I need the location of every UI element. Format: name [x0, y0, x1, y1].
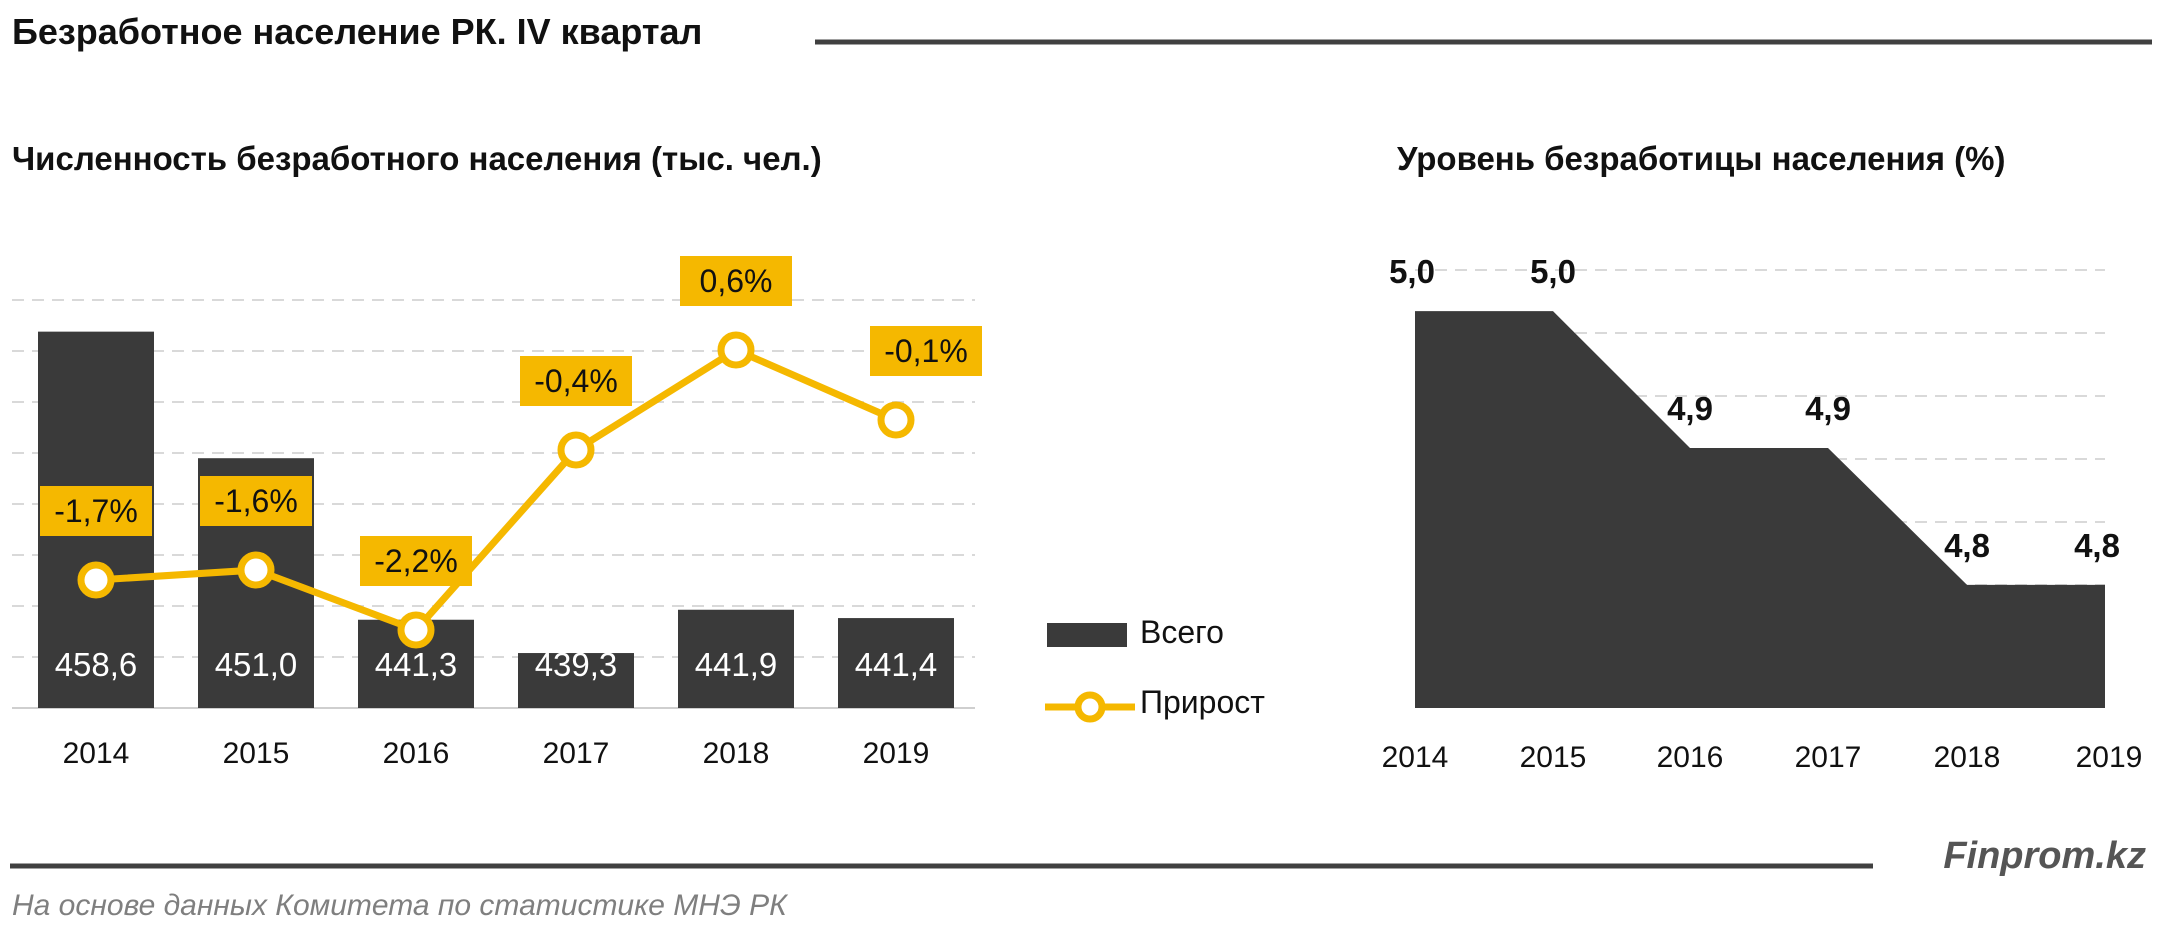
growth-label-box — [40, 486, 152, 536]
page-title: Безработное население РК. IV квартал — [12, 11, 702, 52]
growth-label: -0,1% — [884, 333, 968, 369]
x-tick-label: 2017 — [1795, 741, 1862, 774]
left-chart-growth-line: -1,7% -1,6% -2,2% -0,4% 0,6% -0,1% — [40, 256, 982, 649]
bar-2018 — [678, 609, 794, 708]
growth-label: 0,6% — [700, 263, 773, 299]
left-chart-title: Численность безработного населения (тыс.… — [12, 140, 822, 177]
x-tick-label: 2014 — [63, 737, 130, 770]
x-tick-label: 2015 — [223, 737, 290, 770]
area-value-label: 4,8 — [1944, 527, 1990, 564]
growth-label-box — [680, 256, 792, 306]
bar-2019 — [838, 618, 954, 708]
growth-marker-2016 — [397, 611, 435, 649]
growth-marker-2015 — [237, 551, 275, 589]
bar-value-label: 441,4 — [855, 646, 938, 683]
bar-value-label: 458,6 — [55, 646, 138, 683]
brand-logo: Finprom.kz — [1943, 835, 2146, 877]
growth-label-box — [200, 476, 312, 526]
x-tick-label: 2016 — [1657, 741, 1724, 774]
area-value-label: 5,0 — [1389, 253, 1435, 290]
growth-label-box — [520, 356, 632, 406]
left-chart-x-axis: 2014 2015 2016 2017 2018 2019 — [63, 737, 930, 770]
x-tick-label: 2018 — [703, 737, 770, 770]
legend-swatch-total — [1047, 623, 1127, 647]
bar-value-label: 441,9 — [695, 646, 778, 683]
growth-label: -1,6% — [214, 483, 298, 519]
area-value-label: 5,0 — [1530, 253, 1576, 290]
area-value-label: 4,9 — [1667, 390, 1713, 427]
bar-value-label: 451,0 — [215, 646, 298, 683]
bar-value-label: 441,3 — [375, 646, 458, 683]
growth-marker-2017 — [557, 431, 595, 469]
legend-label-growth: Прирост — [1140, 684, 1265, 720]
x-tick-label: 2019 — [2076, 741, 2143, 774]
bar-2017 — [518, 653, 634, 708]
x-tick-label: 2014 — [1382, 741, 1449, 774]
unemployment-rate-area — [1415, 311, 2105, 708]
left-chart-gridlines — [12, 299, 975, 709]
growth-marker-2019 — [877, 401, 915, 439]
right-chart-x-axis: 2014 2015 2016 2017 2018 2019 — [1382, 741, 2143, 774]
growth-label-box — [870, 326, 982, 376]
source-note: На основе данных Комитета по статистике … — [12, 889, 789, 922]
left-chart-legend: Всего Прирост — [1045, 614, 1265, 723]
growth-label: -0,4% — [534, 363, 618, 399]
right-chart-title: Уровень безработицы населения (%) — [1397, 140, 2005, 177]
x-tick-label: 2016 — [383, 737, 450, 770]
growth-label: -2,2% — [374, 543, 458, 579]
growth-label: -1,7% — [54, 493, 138, 529]
legend-label-total: Всего — [1140, 614, 1224, 650]
x-tick-label: 2017 — [543, 737, 610, 770]
area-value-label: 4,8 — [2074, 527, 2120, 564]
x-tick-label: 2019 — [863, 737, 930, 770]
right-chart-area: 5,0 5,0 4,9 4,9 4,8 4,8 — [1389, 253, 2120, 708]
growth-marker-2018 — [717, 331, 755, 369]
growth-label-box — [360, 536, 472, 586]
area-value-label: 4,9 — [1805, 390, 1851, 427]
growth-marker-2014 — [77, 561, 115, 599]
x-tick-label: 2018 — [1934, 741, 2001, 774]
x-tick-label: 2015 — [1520, 741, 1587, 774]
bar-value-label: 439,3 — [535, 646, 618, 683]
legend-marker-growth — [1074, 691, 1106, 723]
growth-line — [95, 346, 898, 634]
